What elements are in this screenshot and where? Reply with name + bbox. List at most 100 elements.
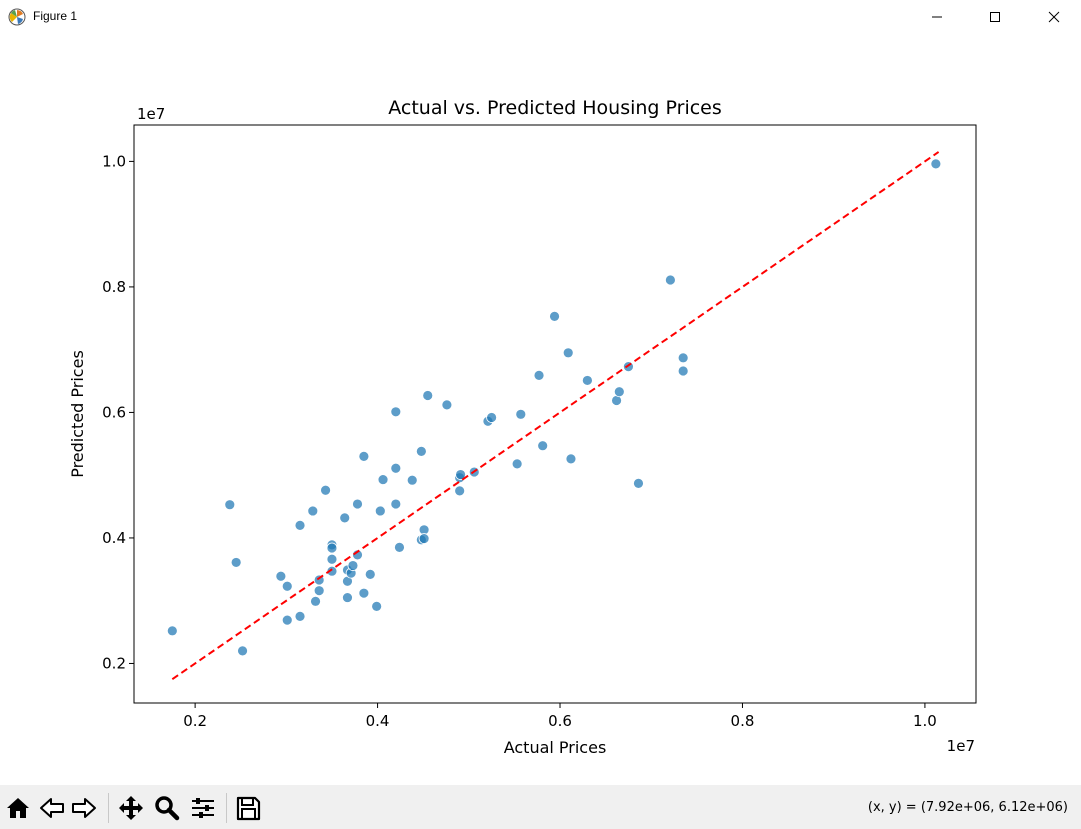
forward-button[interactable] — [70, 794, 98, 822]
data-point — [454, 485, 466, 497]
data-point — [342, 592, 353, 603]
data-point — [326, 553, 338, 565]
x-tick-label: 0.6 — [548, 712, 572, 730]
save-button[interactable] — [234, 794, 262, 822]
data-point — [455, 469, 466, 480]
close-button[interactable] — [1031, 0, 1077, 34]
y-axis: 0.2 0.4 0.6 0.8 1.0 — [102, 152, 134, 672]
data-point — [422, 390, 434, 401]
y-tick-label: 0.2 — [102, 654, 126, 672]
data-point — [230, 557, 242, 568]
back-button[interactable] — [38, 794, 66, 822]
x-tick-label: 1.0 — [913, 712, 937, 730]
zoom-button[interactable] — [153, 794, 181, 822]
data-point — [406, 474, 418, 486]
data-point — [326, 565, 338, 577]
data-point — [358, 450, 370, 462]
x-axis-label: Actual Prices — [504, 738, 607, 757]
data-point — [326, 542, 338, 554]
data-point — [320, 484, 331, 496]
data-point — [352, 498, 363, 510]
maximize-icon — [990, 12, 1000, 22]
floppy-disk-icon — [236, 796, 261, 821]
data-point — [486, 412, 497, 423]
window-title: Figure 1 — [33, 9, 78, 23]
y-axis-label: Predicted Prices — [68, 350, 87, 478]
data-point — [374, 505, 386, 517]
data-point — [415, 445, 427, 457]
x-axis: 0.2 0.4 0.6 0.8 1.0 — [183, 703, 937, 730]
x-offset-label: 1e7 — [947, 737, 975, 755]
scatter-points — [166, 158, 942, 657]
pan-button[interactable] — [117, 794, 145, 822]
y-tick-label: 0.8 — [102, 278, 126, 296]
data-point — [224, 499, 236, 511]
data-point — [281, 580, 293, 592]
y-tick-label: 1.0 — [102, 152, 126, 170]
data-point — [364, 568, 376, 580]
matplotlib-icon — [8, 8, 26, 26]
arrow-right-icon — [72, 798, 96, 818]
cursor-coordinates: (x, y) = (7.92e+06, 6.12e+06) — [867, 800, 1068, 815]
chart-title: Actual vs. Predicted Housing Prices — [388, 97, 722, 119]
data-point — [418, 533, 430, 544]
data-point — [371, 600, 383, 612]
data-point — [358, 587, 370, 599]
home-button[interactable] — [4, 794, 32, 822]
navigation-toolbar: (x, y) = (7.92e+06, 6.12e+06) — [0, 785, 1081, 829]
data-point — [294, 610, 306, 622]
toolbar-separator — [108, 793, 109, 823]
data-point — [237, 645, 248, 657]
data-point — [339, 512, 351, 524]
maximize-button[interactable] — [972, 0, 1018, 34]
toolbar-separator — [226, 793, 227, 823]
reference-line — [171, 151, 940, 680]
data-point — [562, 347, 574, 359]
data-point — [613, 386, 625, 398]
data-point — [515, 408, 527, 420]
data-point — [930, 158, 942, 170]
data-point — [166, 625, 178, 637]
data-point — [664, 274, 676, 286]
move-icon — [119, 796, 143, 820]
configure-subplots-button[interactable] — [189, 794, 217, 822]
plot-area — [133, 124, 977, 704]
data-point — [310, 595, 321, 607]
data-point — [441, 399, 453, 411]
minimize-button[interactable] — [914, 0, 960, 34]
data-point — [275, 570, 287, 582]
title-bar: Figure 1 — [0, 0, 1081, 34]
data-point — [307, 505, 319, 517]
data-point — [390, 462, 402, 474]
data-point — [677, 365, 689, 377]
x-tick-label: 0.8 — [731, 712, 755, 730]
y-offset-label: 1e7 — [137, 105, 165, 123]
magnifier-icon — [155, 796, 180, 821]
data-point — [377, 474, 389, 485]
x-tick-label: 0.4 — [366, 712, 390, 730]
y-tick-label: 0.4 — [102, 529, 126, 547]
data-point — [633, 477, 644, 489]
sliders-icon — [192, 798, 214, 818]
data-point — [313, 585, 325, 597]
data-point — [294, 519, 306, 531]
data-point — [347, 560, 359, 571]
data-point — [549, 311, 560, 322]
minimize-icon — [932, 16, 942, 18]
data-point — [390, 498, 402, 510]
data-point — [394, 541, 405, 553]
close-icon — [1048, 11, 1060, 23]
data-point — [533, 370, 545, 381]
data-point — [281, 614, 293, 626]
x-tick-label: 0.2 — [183, 712, 207, 730]
data-point — [511, 458, 523, 470]
home-icon — [7, 798, 29, 818]
scatter-chart: Actual vs. Predicted Housing Prices 0.2 0… — [68, 97, 977, 757]
y-tick-label: 0.6 — [102, 403, 126, 421]
arrow-left-icon — [40, 798, 64, 818]
data-point — [390, 406, 402, 418]
data-point — [565, 453, 577, 465]
data-point — [677, 352, 689, 364]
data-point — [537, 440, 549, 452]
data-point — [581, 375, 593, 386]
